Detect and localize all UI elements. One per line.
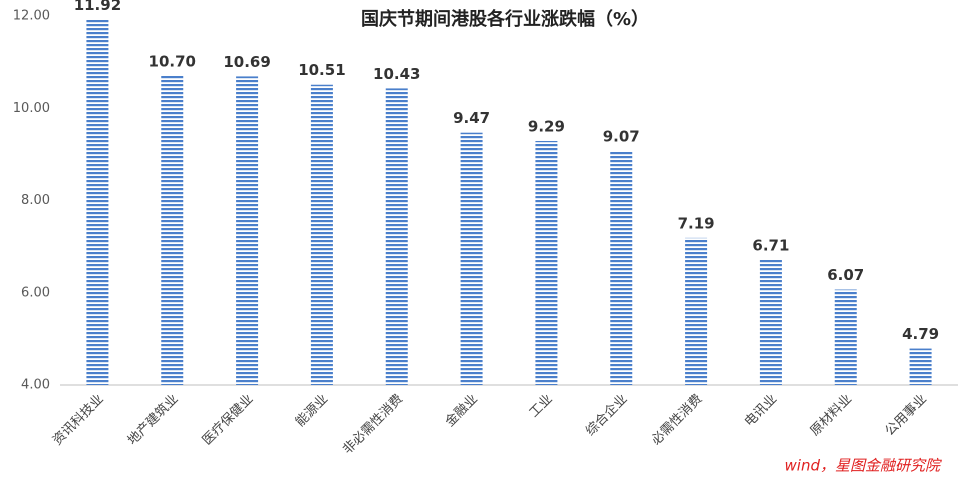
y-tick-label: 8.00 (21, 193, 50, 208)
bar (759, 260, 782, 385)
x-tick-label: 必需性消费 (649, 392, 706, 449)
value-label: 4.79 (902, 325, 939, 343)
x-tick-label: 地产建筑业 (124, 391, 181, 448)
x-tick-label: 非必需性消费 (340, 392, 406, 458)
bar (909, 348, 932, 385)
value-label: 11.92 (74, 0, 121, 14)
x-tick-label: 电讯业 (742, 392, 780, 430)
value-label: 10.69 (223, 53, 270, 71)
bar (236, 76, 259, 385)
x-tick-label: 能源业 (293, 392, 331, 430)
y-tick-label: 10.00 (13, 101, 50, 116)
bar (610, 151, 633, 385)
x-tick-label: 工业 (527, 392, 556, 421)
value-label: 10.51 (298, 61, 345, 79)
value-label: 9.29 (528, 117, 565, 135)
y-tick-label: 12.00 (13, 9, 50, 24)
bar (86, 19, 109, 385)
bar (385, 88, 408, 385)
bar (161, 75, 184, 386)
bar (310, 84, 333, 385)
x-tick-label: 原材料业 (808, 392, 855, 439)
value-label: 6.71 (752, 237, 789, 255)
x-tick-label: 资讯科技业 (50, 392, 107, 449)
x-tick-label: 金融业 (442, 391, 481, 430)
bar (535, 140, 558, 385)
y-tick-label: 6.00 (21, 285, 50, 300)
x-tick-label: 综合企业 (582, 391, 630, 439)
value-label: 7.19 (678, 214, 715, 232)
value-label: 10.70 (149, 52, 196, 70)
bar (834, 289, 857, 385)
x-tick-label: 医疗保健业 (200, 392, 257, 449)
source-note: wind，星图金融研究院 (785, 457, 942, 475)
value-label: 10.43 (373, 65, 420, 83)
x-tick-label: 公用事业 (882, 392, 929, 439)
bar (685, 237, 708, 385)
y-tick-label: 4.00 (21, 378, 50, 393)
value-label: 6.07 (827, 266, 864, 284)
value-label: 9.07 (603, 128, 640, 146)
chart-title: 国庆节期间港股各行业涨跌幅（%） (361, 8, 649, 30)
bar (460, 132, 483, 385)
value-label: 9.47 (453, 109, 490, 127)
